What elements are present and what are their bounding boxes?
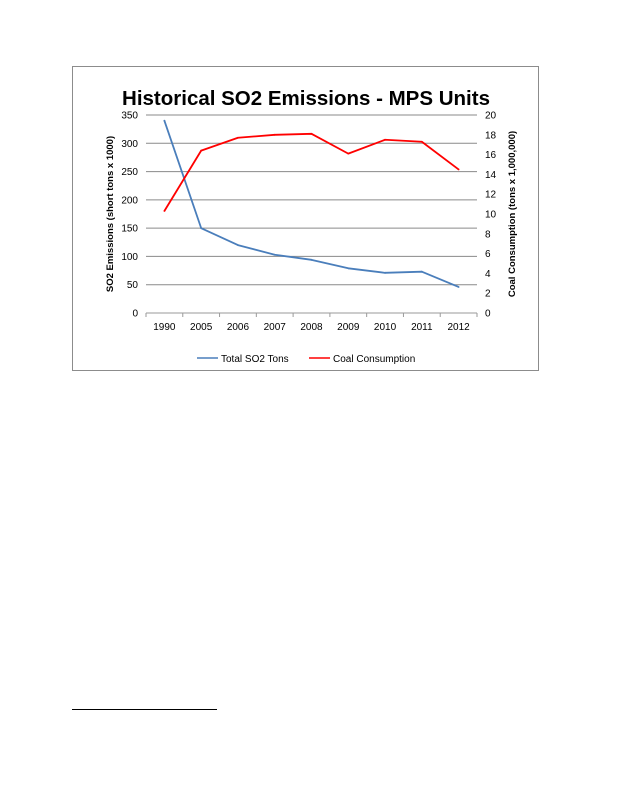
y-left-tick-label: 200 bbox=[121, 195, 138, 206]
coal-point bbox=[237, 136, 239, 139]
legend-label-so2: Total SO2 Tons bbox=[221, 354, 289, 365]
coal-point bbox=[457, 168, 460, 171]
coal-point bbox=[163, 210, 166, 212]
y-right-tick-label: 4 bbox=[485, 269, 491, 280]
coal-point bbox=[420, 140, 423, 143]
y-left-tick-label: 50 bbox=[127, 280, 139, 291]
so2-point bbox=[384, 271, 386, 274]
x-tick-label: 2009 bbox=[337, 322, 360, 333]
x-tick-label: 2010 bbox=[374, 322, 397, 333]
y-left-tick-label: 350 bbox=[121, 111, 138, 122]
y-right-tick-label: 20 bbox=[485, 111, 497, 122]
y-left-tick-label: 250 bbox=[121, 167, 138, 178]
y-right-tick-label: 10 bbox=[485, 210, 497, 221]
chart-frame: Historical SO2 Emissions - MPS Units 0 50… bbox=[72, 66, 539, 371]
y-right-tick-label: 16 bbox=[485, 150, 497, 161]
y-left-tick-label: 150 bbox=[121, 224, 138, 235]
legend-label-coal: Coal Consumption bbox=[333, 354, 415, 365]
coal-point bbox=[200, 149, 203, 152]
y-axis-right-label: Coal Consumption (tons x 1,000,000) bbox=[507, 131, 518, 297]
coal-point bbox=[384, 138, 386, 141]
y-axis-left-label: SO2 Emissions (short tons x 1000) bbox=[105, 136, 116, 292]
y-left-tick-label: 100 bbox=[121, 252, 138, 263]
chart-svg: Historical SO2 Emissions - MPS Units 0 50… bbox=[105, 87, 518, 365]
so2-point bbox=[457, 286, 460, 288]
so2-point bbox=[273, 253, 276, 256]
so2-point bbox=[347, 267, 350, 270]
y-left-tick-label: 0 bbox=[132, 309, 138, 320]
x-tick-label: 2007 bbox=[264, 322, 287, 333]
legend: Total SO2 Tons Coal Consumption bbox=[197, 354, 415, 365]
y-right-tick-label: 2 bbox=[485, 289, 491, 300]
so2-point bbox=[237, 244, 239, 247]
x-tick-label: 2012 bbox=[447, 322, 470, 333]
so2-point bbox=[200, 227, 203, 230]
so2-point bbox=[420, 270, 423, 273]
so2-point bbox=[310, 258, 313, 261]
chart-title: Historical SO2 Emissions - MPS Units bbox=[122, 87, 490, 110]
x-tick-label: 1990 bbox=[153, 322, 176, 333]
y-left-tick-label: 300 bbox=[121, 139, 138, 150]
x-tick-label: 2008 bbox=[300, 322, 323, 333]
x-tick-label: 2011 bbox=[411, 322, 433, 333]
y-right-tick-label: 6 bbox=[485, 249, 491, 260]
coal-point bbox=[310, 132, 313, 135]
y-right-tick-label: 8 bbox=[485, 229, 491, 240]
x-tick-label: 2006 bbox=[227, 322, 250, 333]
series-line-so2 bbox=[163, 120, 459, 288]
so2-point bbox=[163, 119, 166, 122]
coal-point bbox=[347, 152, 350, 155]
coal-point bbox=[273, 133, 276, 136]
y-right-tick-label: 12 bbox=[485, 190, 497, 201]
footnote-separator bbox=[72, 709, 217, 710]
x-tick-label: 2005 bbox=[190, 322, 213, 333]
y-right-tick-label: 14 bbox=[485, 170, 497, 181]
y-right-tick-label: 0 bbox=[485, 309, 491, 320]
y-right-tick-label: 18 bbox=[485, 130, 497, 141]
